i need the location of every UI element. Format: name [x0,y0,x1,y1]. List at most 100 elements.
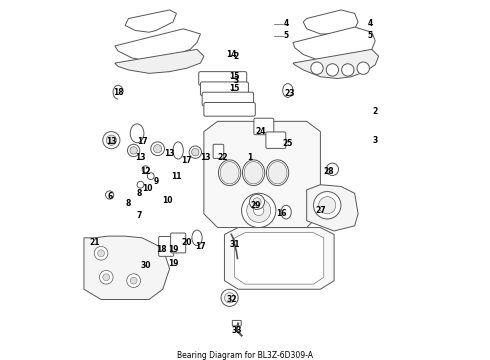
FancyBboxPatch shape [202,92,253,106]
Circle shape [357,62,369,75]
Bar [213,82,215,85]
Text: 8: 8 [136,189,142,198]
Bar [232,93,234,95]
Circle shape [103,274,110,281]
Circle shape [105,191,114,199]
Text: 15: 15 [229,84,240,93]
Text: 19: 19 [168,245,178,254]
Text: 22: 22 [218,153,228,162]
Text: 24: 24 [255,127,266,136]
Polygon shape [224,228,334,289]
Ellipse shape [244,162,263,184]
Ellipse shape [281,205,291,219]
Bar [226,93,228,95]
Circle shape [318,197,336,214]
Circle shape [127,274,141,288]
Bar [238,93,240,95]
FancyBboxPatch shape [159,237,174,256]
Polygon shape [303,10,358,34]
Text: 18: 18 [113,88,123,97]
Circle shape [253,205,264,216]
Polygon shape [204,121,320,228]
Circle shape [311,62,323,75]
FancyBboxPatch shape [254,118,274,135]
Ellipse shape [219,160,241,185]
Text: 18: 18 [156,245,167,254]
Bar [215,93,217,95]
Text: 17: 17 [195,242,206,251]
Circle shape [224,293,235,303]
Polygon shape [115,49,204,73]
Ellipse shape [243,160,265,185]
Bar [230,82,233,85]
Circle shape [153,145,162,153]
Text: 31: 31 [229,240,240,249]
Text: 4: 4 [368,19,373,28]
Polygon shape [293,27,375,61]
Text: 1: 1 [247,153,253,162]
Text: 30: 30 [140,261,151,270]
Bar [220,93,222,95]
Polygon shape [84,236,170,300]
Circle shape [326,64,339,76]
Ellipse shape [173,142,183,159]
Text: 32: 32 [226,295,237,304]
Circle shape [326,163,339,175]
Circle shape [314,192,341,219]
Text: 20: 20 [181,238,192,247]
Text: 16: 16 [276,210,286,219]
Text: 11: 11 [171,172,182,181]
FancyBboxPatch shape [213,144,224,158]
Circle shape [137,181,144,188]
FancyBboxPatch shape [200,82,248,96]
Text: 29: 29 [250,201,261,210]
Text: 5: 5 [284,31,289,40]
Text: 13: 13 [164,149,175,158]
Ellipse shape [192,230,202,246]
Bar [242,82,245,85]
Bar [244,93,246,95]
Text: 21: 21 [89,238,99,247]
Circle shape [130,277,137,284]
Text: 33: 33 [231,326,242,335]
FancyBboxPatch shape [266,132,286,148]
Bar [224,82,227,85]
Text: 13: 13 [200,153,211,162]
Text: 14: 14 [226,50,237,59]
Circle shape [342,64,354,76]
Polygon shape [115,29,200,61]
Circle shape [242,193,276,228]
Text: 3: 3 [372,136,378,145]
Circle shape [103,132,120,149]
Circle shape [249,194,265,210]
Text: 13: 13 [106,138,117,147]
Circle shape [246,198,270,222]
Text: 3: 3 [234,76,239,85]
Circle shape [221,289,238,306]
Text: 2: 2 [234,52,239,61]
Text: 28: 28 [323,167,334,176]
Polygon shape [293,49,379,78]
Circle shape [142,166,149,173]
FancyBboxPatch shape [232,320,241,326]
Circle shape [189,146,201,158]
Ellipse shape [220,162,239,184]
Circle shape [130,147,137,154]
Circle shape [127,144,140,157]
Bar [201,82,203,85]
Circle shape [98,250,104,257]
Bar [209,93,211,95]
Circle shape [253,198,261,206]
Circle shape [99,270,113,284]
Bar [207,82,209,85]
Polygon shape [307,185,358,231]
Ellipse shape [130,124,144,143]
Circle shape [106,135,117,145]
Text: 4: 4 [284,19,289,28]
Text: 5: 5 [368,31,372,40]
Text: 9: 9 [153,177,159,186]
Text: 12: 12 [140,167,151,176]
Text: 10: 10 [142,184,152,193]
Text: 17: 17 [181,156,192,165]
FancyBboxPatch shape [171,233,186,253]
